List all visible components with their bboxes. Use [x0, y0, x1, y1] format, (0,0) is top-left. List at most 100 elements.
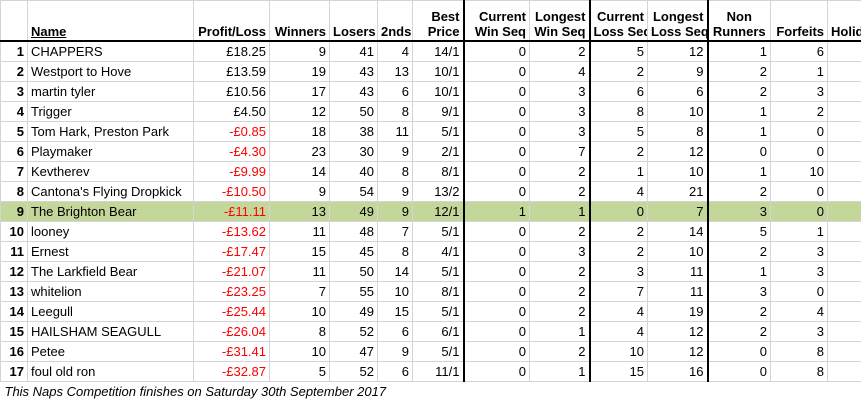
current-loss-seq-cell[interactable]: 6: [589, 80, 648, 102]
non-runners-cell[interactable]: 1: [707, 260, 771, 282]
longest-loss-seq-cell[interactable]: 14: [647, 220, 709, 242]
holiday-cell[interactable]: 0: [827, 360, 861, 382]
holiday-cell[interactable]: 0: [827, 180, 861, 202]
forfeits-cell[interactable]: 3: [770, 240, 828, 262]
seconds-cell[interactable]: 9: [377, 140, 413, 162]
longest-loss-seq-cell[interactable]: 16: [647, 360, 709, 382]
rank-cell[interactable]: 9: [0, 200, 28, 222]
losers-cell[interactable]: 40: [329, 160, 378, 182]
longest-win-seq-cell[interactable]: 3: [529, 80, 591, 102]
holiday-cell[interactable]: 0: [827, 60, 861, 82]
losers-cell[interactable]: 49: [329, 300, 378, 322]
longest-win-seq-cell[interactable]: 2: [529, 280, 591, 302]
losers-cell[interactable]: 41: [329, 40, 378, 62]
current-win-seq-cell[interactable]: 0: [462, 120, 530, 142]
forfeits-cell[interactable]: 4: [770, 300, 828, 322]
longest-win-seq-cell[interactable]: 7: [529, 140, 591, 162]
longest-loss-seq-cell[interactable]: 21: [647, 180, 709, 202]
profit-loss-cell[interactable]: -£21.07: [193, 260, 270, 282]
losers-cell[interactable]: 54: [329, 180, 378, 202]
forfeits-cell[interactable]: 0: [770, 140, 828, 162]
current-win-seq-cell[interactable]: 0: [462, 320, 530, 342]
longest-win-seq-cell[interactable]: 2: [529, 180, 591, 202]
header-profit-loss[interactable]: Profit/Loss: [193, 0, 270, 42]
holiday-cell[interactable]: 0: [827, 280, 861, 302]
winners-cell[interactable]: 11: [269, 220, 330, 242]
winners-cell[interactable]: 8: [269, 320, 330, 342]
seconds-cell[interactable]: 8: [377, 160, 413, 182]
best-price-cell[interactable]: 10/1: [412, 80, 464, 102]
seconds-cell[interactable]: 11: [377, 120, 413, 142]
longest-loss-seq-cell[interactable]: 11: [647, 280, 709, 302]
seconds-cell[interactable]: 10: [377, 280, 413, 302]
longest-loss-seq-cell[interactable]: 7: [647, 200, 709, 222]
rank-cell[interactable]: 10: [0, 220, 28, 242]
profit-loss-cell[interactable]: £13.59: [193, 60, 270, 82]
seconds-cell[interactable]: 6: [377, 360, 413, 382]
longest-win-seq-cell[interactable]: 1: [529, 320, 591, 342]
seconds-cell[interactable]: 13: [377, 60, 413, 82]
losers-cell[interactable]: 50: [329, 260, 378, 282]
longest-win-seq-cell[interactable]: 2: [529, 260, 591, 282]
losers-cell[interactable]: 52: [329, 320, 378, 342]
name-cell[interactable]: martin tyler: [27, 80, 194, 102]
best-price-cell[interactable]: 4/1: [412, 240, 464, 262]
header-current-loss-seq[interactable]: Current Loss Seq: [589, 0, 648, 42]
current-loss-seq-cell[interactable]: 2: [589, 140, 648, 162]
best-price-cell[interactable]: 11/1: [412, 360, 464, 382]
losers-cell[interactable]: 52: [329, 360, 378, 382]
name-cell[interactable]: Ernest: [27, 240, 194, 262]
losers-cell[interactable]: 43: [329, 80, 378, 102]
profit-loss-cell[interactable]: £18.25: [193, 40, 270, 62]
holiday-cell[interactable]: 9: [827, 120, 861, 142]
current-win-seq-cell[interactable]: 0: [462, 340, 530, 362]
losers-cell[interactable]: 47: [329, 340, 378, 362]
current-loss-seq-cell[interactable]: 5: [589, 40, 648, 62]
best-price-cell[interactable]: 8/1: [412, 160, 464, 182]
winners-cell[interactable]: 23: [269, 140, 330, 162]
holiday-cell[interactable]: 0: [827, 100, 861, 122]
profit-loss-cell[interactable]: -£25.44: [193, 300, 270, 322]
longest-win-seq-cell[interactable]: 3: [529, 100, 591, 122]
seconds-cell[interactable]: 6: [377, 320, 413, 342]
holiday-cell[interactable]: 0: [827, 320, 861, 342]
header-forfeits[interactable]: Forfeits: [770, 0, 828, 42]
name-cell[interactable]: The Larkfield Bear: [27, 260, 194, 282]
seconds-cell[interactable]: 9: [377, 180, 413, 202]
seconds-cell[interactable]: 15: [377, 300, 413, 322]
longest-loss-seq-cell[interactable]: 12: [647, 320, 709, 342]
rank-cell[interactable]: 4: [0, 100, 28, 122]
rank-cell[interactable]: 11: [0, 240, 28, 262]
losers-cell[interactable]: 48: [329, 220, 378, 242]
current-win-seq-cell[interactable]: 0: [462, 260, 530, 282]
longest-loss-seq-cell[interactable]: 10: [647, 160, 709, 182]
profit-loss-cell[interactable]: -£0.85: [193, 120, 270, 142]
forfeits-cell[interactable]: 3: [770, 320, 828, 342]
non-runners-cell[interactable]: 1: [707, 160, 771, 182]
current-loss-seq-cell[interactable]: 1: [589, 160, 648, 182]
seconds-cell[interactable]: 8: [377, 100, 413, 122]
current-win-seq-cell[interactable]: 0: [462, 240, 530, 262]
forfeits-cell[interactable]: 8: [770, 340, 828, 362]
longest-win-seq-cell[interactable]: 2: [529, 160, 591, 182]
winners-cell[interactable]: 19: [269, 60, 330, 82]
losers-cell[interactable]: 50: [329, 100, 378, 122]
profit-loss-cell[interactable]: -£10.50: [193, 180, 270, 202]
current-loss-seq-cell[interactable]: 4: [589, 180, 648, 202]
longest-loss-seq-cell[interactable]: 9: [647, 60, 709, 82]
longest-loss-seq-cell[interactable]: 12: [647, 140, 709, 162]
name-cell[interactable]: HAILSHAM SEAGULL: [27, 320, 194, 342]
forfeits-cell[interactable]: 0: [770, 200, 828, 222]
best-price-cell[interactable]: 14/1: [412, 40, 464, 62]
non-runners-cell[interactable]: 0: [707, 140, 771, 162]
best-price-cell[interactable]: 8/1: [412, 280, 464, 302]
winners-cell[interactable]: 10: [269, 300, 330, 322]
